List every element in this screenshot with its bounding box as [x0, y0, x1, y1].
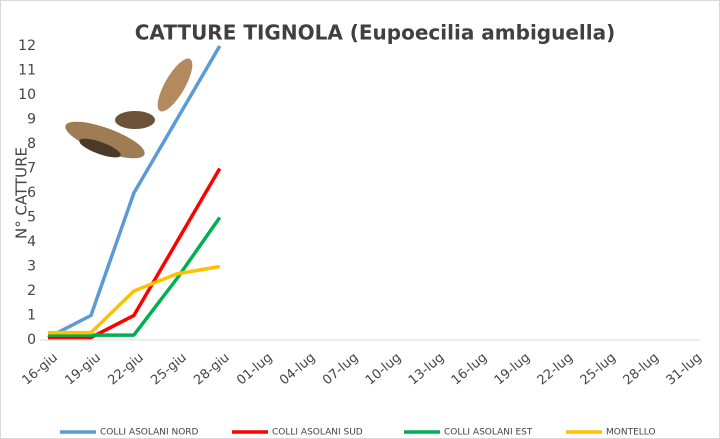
legend-label: MONTELLO [606, 428, 656, 438]
y-tick-label: 4 [27, 234, 36, 250]
series-line [48, 216, 222, 337]
y-tick-label: 10 [18, 87, 36, 103]
y-tick-label: 7 [27, 161, 36, 177]
legend-label: COLLI ASOLANI EST [444, 428, 533, 438]
y-tick-label: 0 [27, 332, 36, 348]
y-axis-label: N° CATTURE [13, 147, 31, 239]
y-tick-label: 5 [27, 210, 36, 226]
series-line [47, 45, 222, 340]
y-tick-label: 8 [27, 136, 36, 152]
y-tick-label: 3 [27, 259, 36, 275]
series-line [48, 167, 222, 340]
y-tick-label: 12 [18, 38, 36, 54]
y-tick-label: 9 [27, 112, 36, 128]
y-tick-label: 1 [27, 308, 36, 324]
legend-label: COLLI ASOLANI SUD [272, 428, 363, 438]
y-tick-label: 11 [18, 63, 36, 79]
series-line [48, 264, 221, 335]
y-tick-label: 6 [27, 185, 36, 201]
y-tick-label: 2 [27, 283, 36, 299]
chart-title: CATTURE TIGNOLA (Eupoecilia ambiguella) [135, 21, 616, 45]
legend-label: COLLI ASOLANI NORD [100, 428, 199, 438]
moth-illustration [65, 58, 193, 159]
